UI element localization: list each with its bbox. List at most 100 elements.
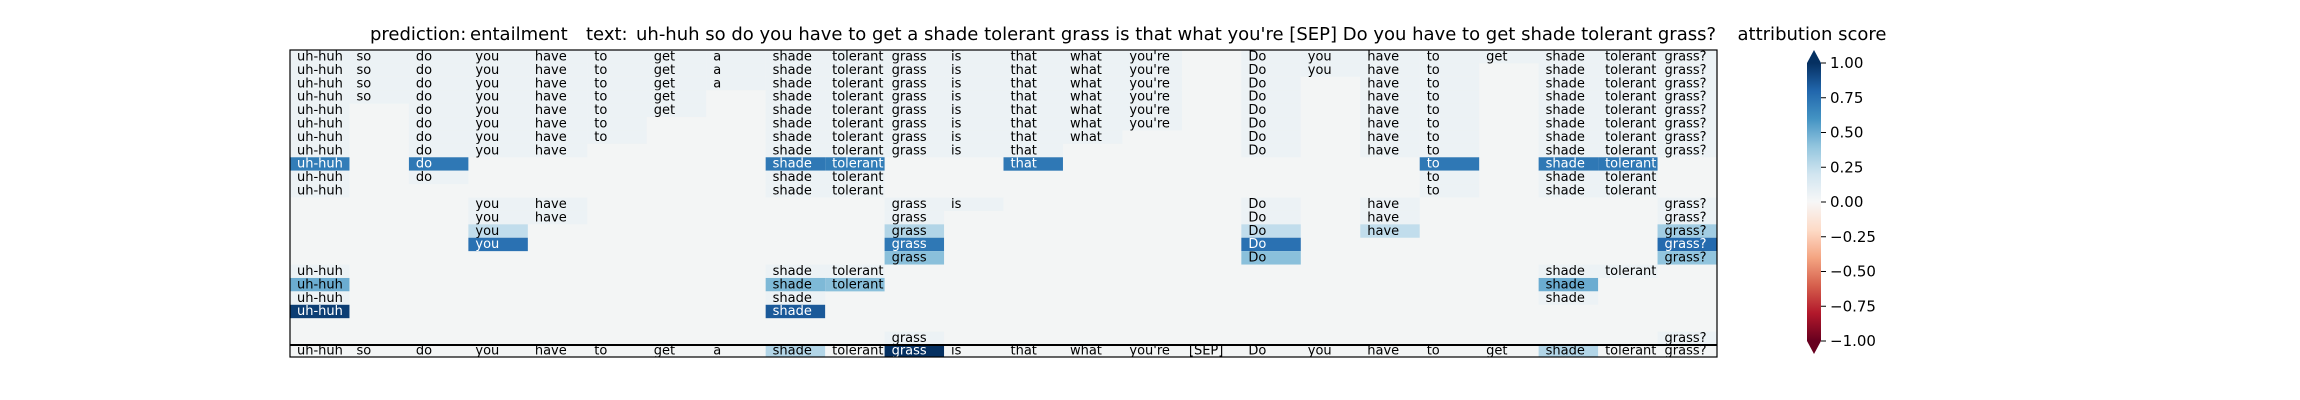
heatmap-cell (1657, 63, 1717, 77)
cell-token-label: Do (1248, 197, 1266, 212)
heatmap-cell (527, 63, 588, 77)
heatmap-cell (1419, 130, 1480, 144)
cell-token-label: Do (1248, 210, 1266, 225)
cell-token-label: tolerant (832, 170, 883, 185)
cell-token-label: do (416, 143, 432, 158)
cell-token-label: shade (773, 117, 812, 132)
cell-token-label: shade (773, 277, 812, 292)
cell-token-label: do (416, 90, 432, 105)
heatmap-cell (646, 76, 707, 91)
cell-token-label: do (416, 170, 432, 185)
heatmap-cell (646, 50, 707, 64)
cell-token-label: shade (773, 130, 812, 145)
cell-token-label: to (1427, 103, 1440, 118)
heatmap-cell (1419, 184, 1480, 198)
heatmap-cell (290, 76, 350, 91)
cell-token-label: do (416, 157, 432, 172)
heatmap-row: uh-huh shade (290, 304, 826, 319)
heatmap-cell (825, 117, 885, 131)
cell-token-label: you're (1129, 117, 1170, 132)
cell-token-label: uh-huh (297, 143, 343, 158)
heatmap-cell (1241, 224, 1301, 238)
cell-token-label: have (535, 103, 567, 118)
cell-token-label: uh-huh (297, 264, 343, 279)
cell-token-label: have (1367, 63, 1399, 78)
heatmap-cell (1657, 237, 1717, 252)
baseline-row: uh-huh so do you have to get a shade tolerant gras… (297, 344, 1707, 359)
heatmap-cell (1598, 50, 1658, 64)
heatmap-cell (587, 50, 647, 64)
heatmap-cell (1538, 76, 1599, 91)
heatmap-cell (1657, 224, 1717, 238)
cell-token-label: grass (892, 237, 927, 252)
cell-token-label: shade (1546, 264, 1585, 279)
heatmap-row: uh-huh so do you have to get shade tolerant grass… (290, 90, 1717, 105)
cell-token-label: shade (773, 103, 812, 118)
heatmap-cell (1657, 76, 1717, 91)
cell-token-label: that (1011, 117, 1037, 132)
heatmap-cell (290, 277, 350, 292)
cell-token-label: shade (1546, 170, 1585, 185)
baseline-token-label: that (1011, 344, 1037, 359)
cell-token-label: tolerant (832, 184, 883, 199)
heatmap-cell (884, 117, 945, 131)
heatmap-row: uh-huh do you have to shade tolerant grass is tha… (290, 130, 1717, 145)
heatmap-cell (1419, 157, 1480, 171)
heatmap-row: uh-huh so do you have to get a shade tolerant gras… (290, 49, 1717, 64)
heatmap-frame (289, 49, 1718, 358)
cell-token-label: have (1367, 103, 1399, 118)
heatmap-cell (1241, 210, 1301, 225)
cell-token-label: you (475, 63, 499, 78)
baseline-token-label: uh-huh (297, 344, 343, 359)
heatmap-cell (290, 63, 350, 77)
cell-token-label: uh-huh (297, 184, 343, 199)
heatmap-cell (290, 130, 350, 144)
heatmap-cell (944, 143, 1004, 158)
cell-token-label: tolerant (832, 103, 883, 118)
cell-token-label: tolerant (832, 117, 883, 132)
cell-token-label: Do (1248, 224, 1266, 239)
colorbar-tick-label: 0.75 (1830, 89, 1863, 107)
cell-token-label: that (1011, 143, 1037, 158)
cell-token-label: you're (1129, 76, 1170, 91)
heatmap-cell (408, 50, 469, 64)
cell-token-label: grass? (1665, 103, 1707, 118)
heatmap-cell (408, 143, 469, 158)
heatmap-cell (944, 63, 1004, 77)
heatmap-cell (646, 103, 707, 118)
heatmap-cell (884, 76, 945, 91)
heatmap-cell (1241, 117, 1301, 131)
cell-token-label: uh-huh (297, 304, 343, 319)
colorbar-tick-label: 0.50 (1830, 124, 1863, 142)
cell-token-label: shade (773, 63, 812, 78)
heatmap-cell (587, 103, 647, 118)
cell-token-label: tolerant (1605, 63, 1656, 78)
heatmap-cell (408, 170, 469, 185)
heatmap-cell (765, 50, 826, 64)
heatmap-cell (349, 63, 409, 77)
heatmap-cell (290, 291, 350, 305)
cell-token-label: grass? (1665, 251, 1707, 266)
cell-token-label: a (713, 63, 721, 78)
heatmap-cell (1598, 103, 1658, 118)
cell-token-label: Do (1248, 90, 1266, 105)
heatmap-cell (825, 277, 885, 292)
cell-token-label: shade (1546, 143, 1585, 158)
baseline-token-label: shade (1546, 344, 1585, 359)
cell-token-label: uh-huh (297, 291, 343, 306)
heatmap-cell (1419, 143, 1480, 158)
heatmap-cell (1657, 197, 1717, 211)
cell-token-label: to (1427, 76, 1440, 91)
heatmap-cell (765, 90, 826, 104)
heatmap-cell (825, 184, 885, 198)
heatmap-cell (408, 103, 469, 118)
cell-token-label: shade (773, 264, 812, 279)
cell-token-label: Do (1248, 103, 1266, 118)
baseline-token-label: shade (773, 344, 812, 359)
heatmap-cell (1419, 63, 1480, 77)
heatmap-cell (290, 170, 350, 185)
heatmap-row: you grass Do grass? (468, 237, 1717, 252)
cell-token-label: do (416, 76, 432, 91)
heatmap-cell (468, 63, 528, 77)
heatmap-cell (765, 63, 826, 77)
